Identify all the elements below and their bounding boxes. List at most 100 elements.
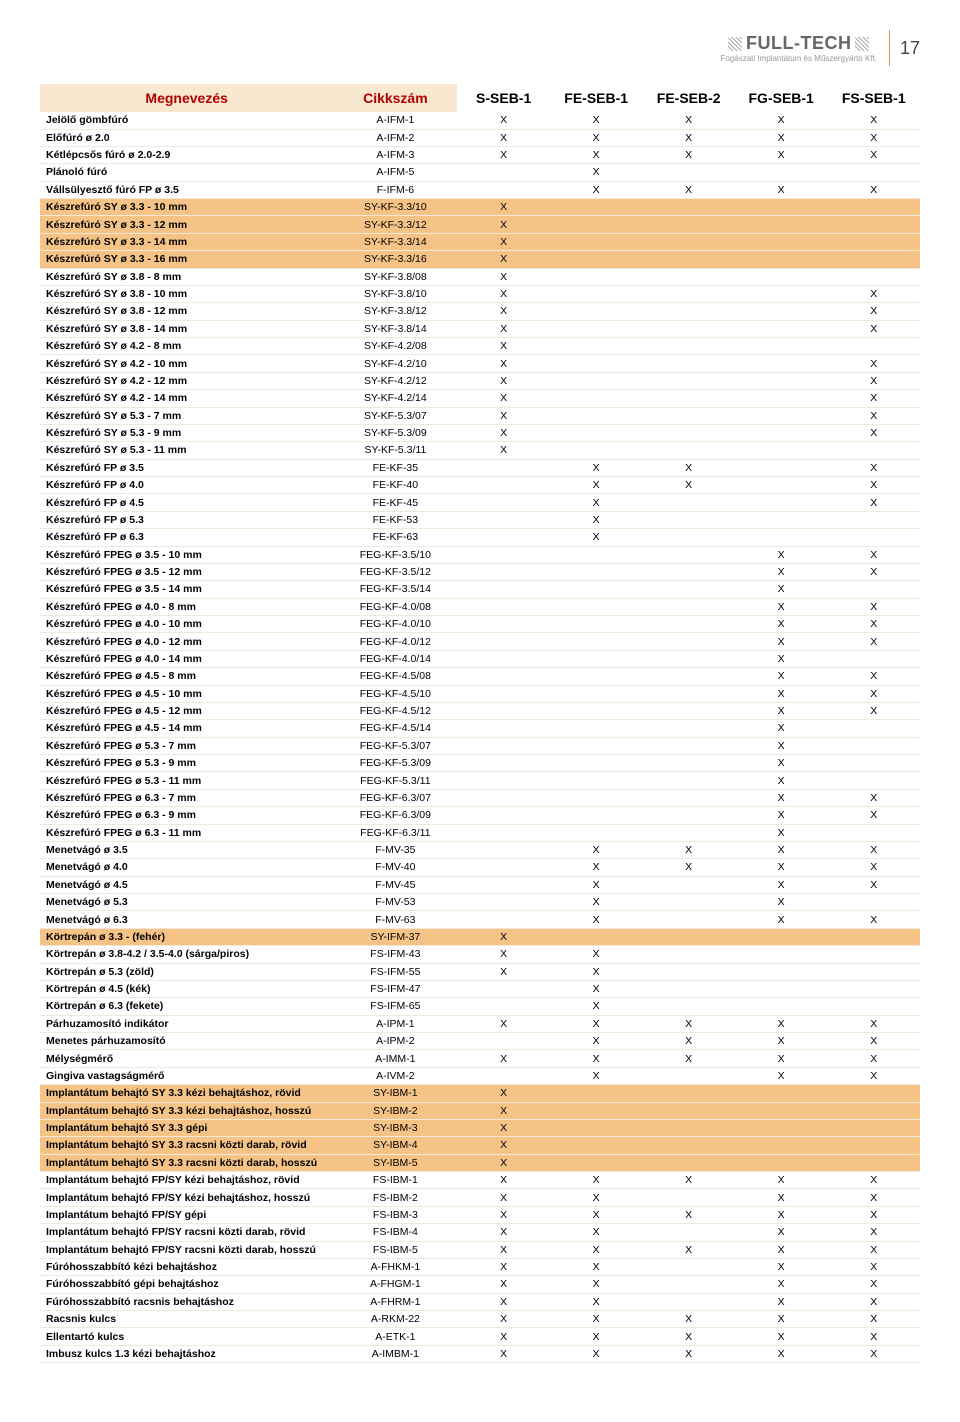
set-mark: [642, 789, 735, 806]
set-mark: [642, 876, 735, 893]
set-mark: X: [735, 181, 828, 198]
table-row: Ellentartó kulcsA-ETK-1XXXXX: [40, 1328, 920, 1345]
set-mark: [457, 998, 550, 1015]
set-mark: X: [550, 181, 643, 198]
set-mark: X: [642, 1345, 735, 1362]
set-mark: [642, 563, 735, 580]
product-name: Menetvágó ø 3.5: [40, 841, 333, 858]
logo-tagline: Fogászati Implantátum és Műszergyártó Kf…: [720, 54, 877, 63]
set-mark: [642, 581, 735, 598]
table-body: Jelölő gömbfúróA-IFM-1XXXXXElőfúró ø 2.0…: [40, 112, 920, 1363]
set-mark: X: [457, 1119, 550, 1136]
product-code: FS-IFM-43: [333, 946, 457, 963]
set-mark: X: [457, 424, 550, 441]
product-code: SY-KF-3.8/14: [333, 320, 457, 337]
set-mark: [827, 338, 920, 355]
set-mark: X: [457, 372, 550, 389]
set-mark: [457, 164, 550, 181]
set-mark: X: [550, 529, 643, 546]
set-mark: X: [550, 1189, 643, 1206]
set-mark: [735, 164, 828, 181]
set-mark: [642, 702, 735, 719]
set-mark: [827, 216, 920, 233]
set-mark: [735, 1085, 828, 1102]
product-code: A-FHKM-1: [333, 1258, 457, 1275]
set-mark: [642, 320, 735, 337]
set-mark: [827, 824, 920, 841]
set-mark: X: [550, 459, 643, 476]
set-mark: X: [735, 1033, 828, 1050]
product-code: FS-IBM-5: [333, 1241, 457, 1258]
set-mark: X: [457, 355, 550, 372]
set-mark: X: [457, 390, 550, 407]
set-mark: X: [550, 980, 643, 997]
table-row: Implantátum behajtó FP/SY kézi behajtásh…: [40, 1172, 920, 1189]
table-row: Készrefúró SY ø 3.3 - 16 mmSY-KF-3.3/16X: [40, 251, 920, 268]
set-mark: [642, 720, 735, 737]
set-mark: X: [642, 841, 735, 858]
set-mark: [642, 372, 735, 389]
set-mark: [735, 980, 828, 997]
set-mark: [457, 737, 550, 754]
product-name: Implantátum behajtó SY 3.3 kézi behajtás…: [40, 1085, 333, 1102]
table-row: Készrefúró SY ø 5.3 - 9 mmSY-KF-5.3/09XX: [40, 424, 920, 441]
set-mark: X: [735, 633, 828, 650]
set-mark: [550, 355, 643, 372]
set-mark: [735, 477, 828, 494]
product-code: FE-KF-35: [333, 459, 457, 476]
table-row: Készrefúró SY ø 3.8 - 12 mmSY-KF-3.8/12X…: [40, 303, 920, 320]
set-mark: X: [642, 1172, 735, 1189]
set-mark: [642, 685, 735, 702]
table-row: Készrefúró FPEG ø 5.3 - 11 mmFEG-KF-5.3/…: [40, 772, 920, 789]
set-mark: [550, 233, 643, 250]
set-mark: X: [457, 285, 550, 302]
product-name: Készrefúró FPEG ø 4.0 - 12 mm: [40, 633, 333, 650]
product-name: Fúróhosszabbító racsnis behajtáshoz: [40, 1293, 333, 1310]
set-mark: [642, 807, 735, 824]
product-code: FEG-KF-4.5/14: [333, 720, 457, 737]
set-mark: [457, 581, 550, 598]
set-mark: X: [457, 1328, 550, 1345]
set-mark: [827, 1102, 920, 1119]
product-name: Készrefúró FP ø 6.3: [40, 529, 333, 546]
set-mark: [457, 668, 550, 685]
product-name: Készrefúró FPEG ø 4.5 - 10 mm: [40, 685, 333, 702]
table-row: Készrefúró FPEG ø 6.3 - 9 mmFEG-KF-6.3/0…: [40, 807, 920, 824]
product-name: Ellentartó kulcs: [40, 1328, 333, 1345]
set-mark: X: [735, 546, 828, 563]
set-mark: [457, 477, 550, 494]
set-mark: X: [642, 112, 735, 129]
set-mark: [735, 963, 828, 980]
product-name: Készrefúró SY ø 3.3 - 14 mm: [40, 233, 333, 250]
set-mark: [457, 911, 550, 928]
product-code: SY-IBM-5: [333, 1154, 457, 1171]
product-name: Készrefúró SY ø 3.3 - 16 mm: [40, 251, 333, 268]
set-mark: [642, 233, 735, 250]
set-mark: [827, 233, 920, 250]
set-mark: [550, 1119, 643, 1136]
set-mark: [642, 824, 735, 841]
set-mark: X: [735, 1015, 828, 1032]
set-mark: X: [827, 1206, 920, 1223]
set-mark: X: [735, 841, 828, 858]
table-row: Menetvágó ø 4.5F-MV-45XXX: [40, 876, 920, 893]
set-mark: X: [457, 1085, 550, 1102]
table-row: Készrefúró SY ø 3.8 - 10 mmSY-KF-3.8/10X…: [40, 285, 920, 302]
table-row: Készrefúró FP ø 3.5FE-KF-35XXX: [40, 459, 920, 476]
set-mark: X: [550, 1172, 643, 1189]
product-name: Körtrepán ø 5.3 (zöld): [40, 963, 333, 980]
set-mark: [827, 928, 920, 945]
product-code: FS-IFM-47: [333, 980, 457, 997]
set-mark: X: [735, 1224, 828, 1241]
product-code: SY-KF-3.3/16: [333, 251, 457, 268]
product-code: FEG-KF-4.0/08: [333, 598, 457, 615]
set-mark: [642, 1258, 735, 1275]
set-mark: [642, 616, 735, 633]
set-mark: X: [735, 685, 828, 702]
set-mark: [642, 407, 735, 424]
set-mark: X: [827, 1241, 920, 1258]
product-code: A-IPM-2: [333, 1033, 457, 1050]
table-row: Implantátum behajtó SY 3.3 racsni közti …: [40, 1137, 920, 1154]
set-mark: [642, 303, 735, 320]
set-mark: [550, 737, 643, 754]
